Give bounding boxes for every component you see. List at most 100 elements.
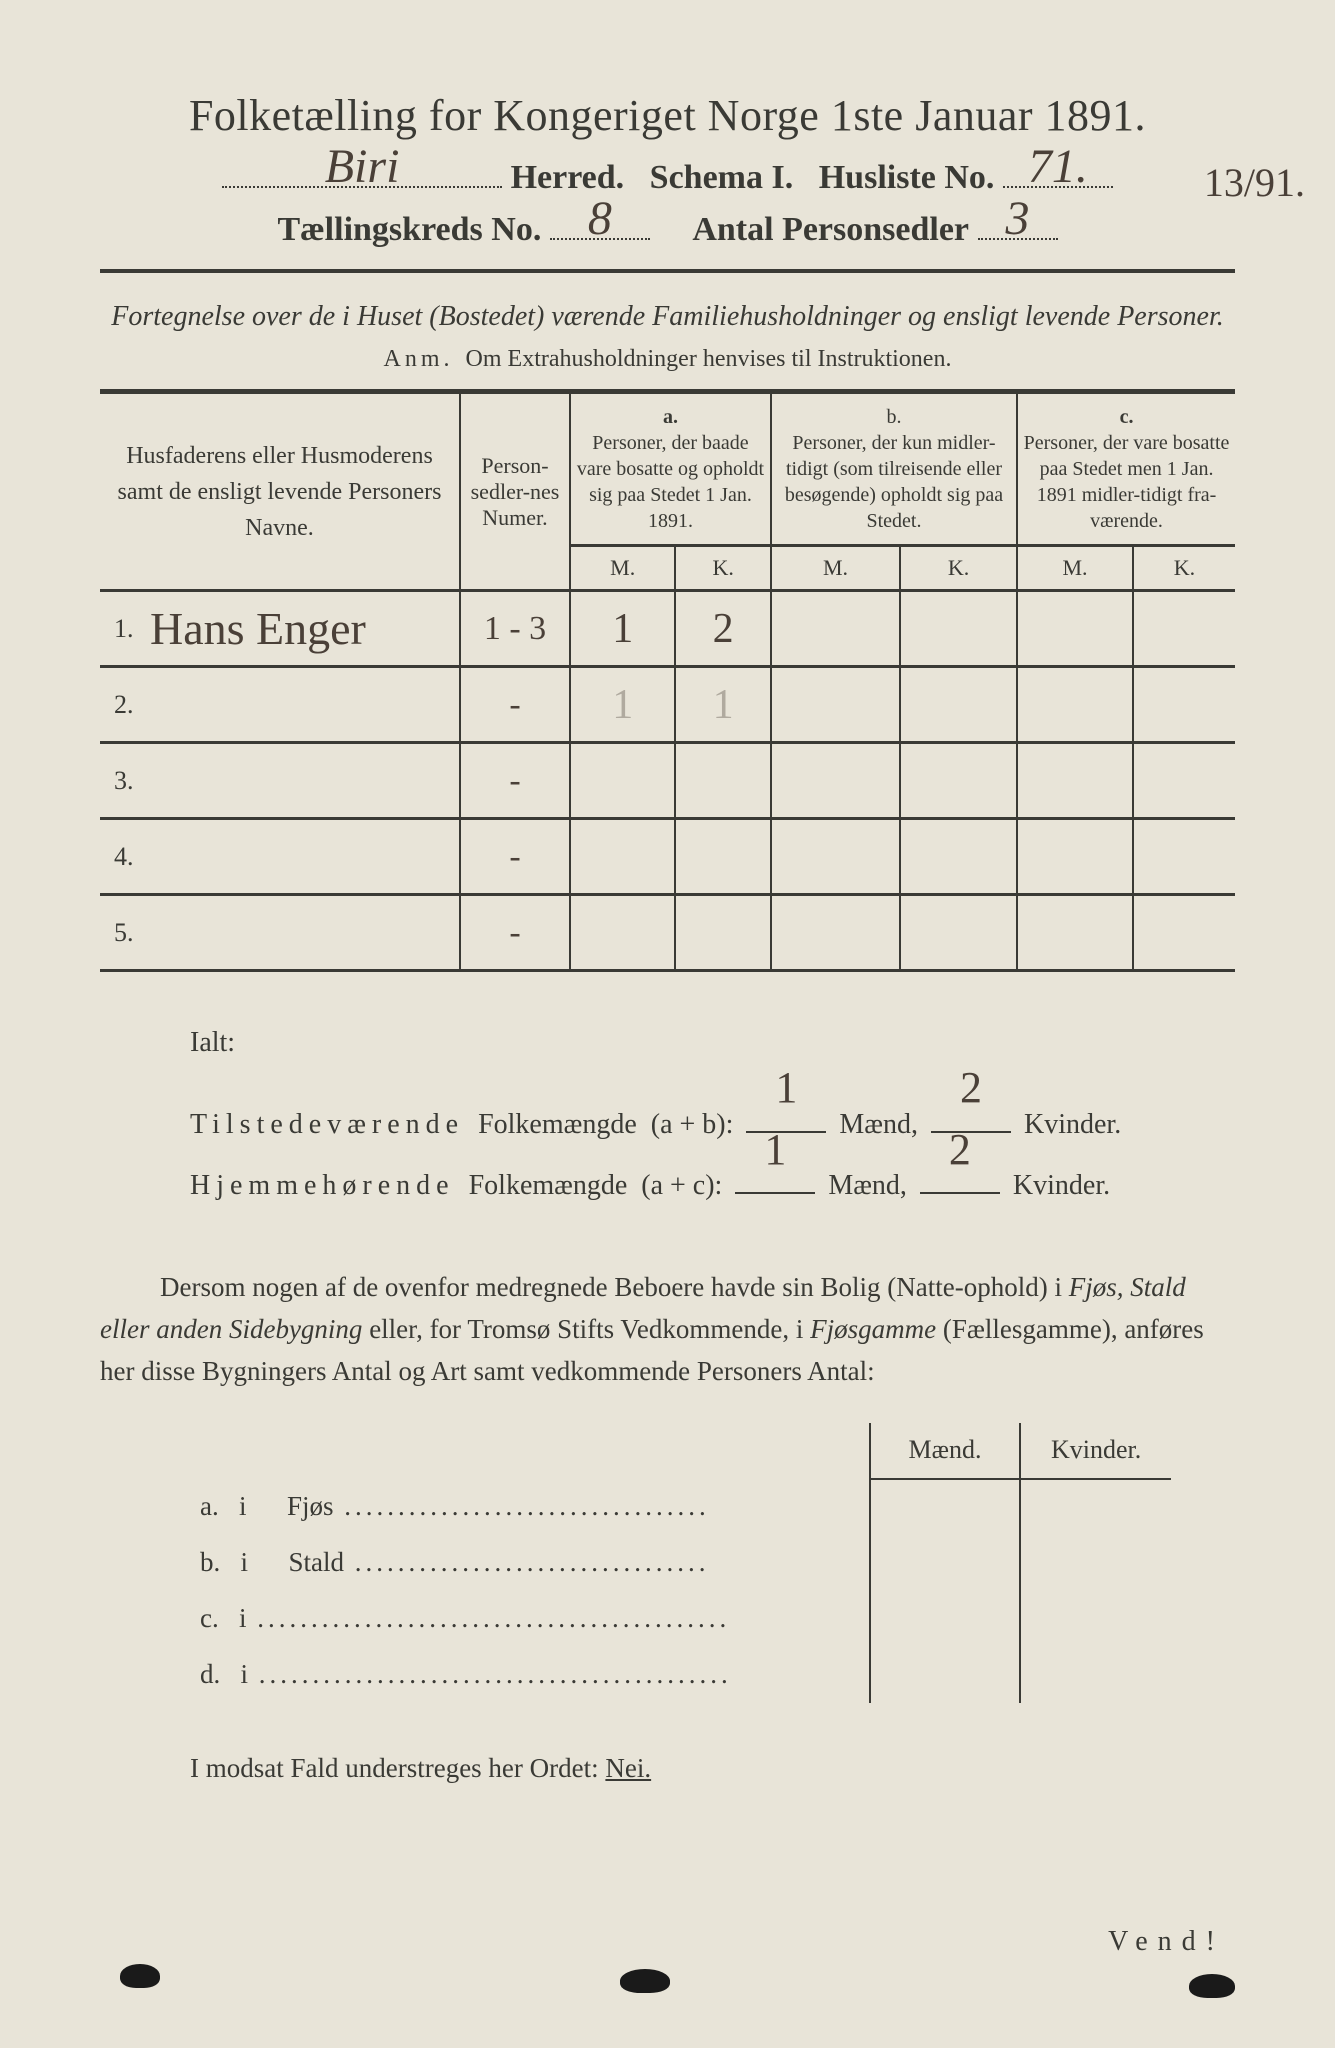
ialt-label: Ialt: bbox=[190, 1012, 1235, 1074]
row-name-cell: 1.Hans Enger bbox=[100, 591, 460, 667]
schema-label: Schema I. bbox=[650, 159, 794, 196]
ab-m-field: 1 bbox=[746, 1131, 826, 1133]
table-row: 2.-11 bbox=[100, 667, 1235, 743]
kreds-field: 8 bbox=[550, 238, 650, 240]
kvinder-label-2: Kvinder. bbox=[1013, 1170, 1110, 1201]
row-ak: 2 bbox=[675, 591, 771, 667]
buildings-row: b. i Stald .............................… bbox=[190, 1535, 1171, 1591]
building-label: b. i Stald .............................… bbox=[190, 1535, 870, 1591]
totals-section: Ialt: Tilstedeværende Folkemængde (a + b… bbox=[190, 1012, 1235, 1217]
table-row: 4.- bbox=[100, 819, 1235, 895]
row-ck bbox=[1133, 819, 1235, 895]
ink-blot bbox=[1189, 1974, 1235, 1998]
row-name-cell: 5. bbox=[100, 895, 460, 971]
ac-k-field: 2 bbox=[920, 1192, 1000, 1194]
building-kvinder bbox=[1020, 1535, 1171, 1591]
vend-label: Vend! bbox=[1108, 1926, 1225, 1958]
maend-label-1: Mænd, bbox=[839, 1109, 918, 1140]
row-name-cell: 2. bbox=[100, 667, 460, 743]
row-ck bbox=[1133, 667, 1235, 743]
row-bk bbox=[900, 895, 1017, 971]
row-bm bbox=[771, 667, 900, 743]
row-ak bbox=[675, 819, 771, 895]
antal-field: 3 bbox=[978, 238, 1058, 240]
hjemme-row: Hjemmehørende Folkemængde (a + c): 1 Mæn… bbox=[190, 1155, 1235, 1217]
row-cm bbox=[1017, 895, 1133, 971]
row-am: 1 bbox=[570, 591, 675, 667]
husliste-value: 71. bbox=[1028, 139, 1088, 194]
folke-label-1: Folkemængde bbox=[478, 1109, 637, 1140]
row-cm bbox=[1017, 819, 1133, 895]
main-title: Folketælling for Kongeriget Norge 1ste J… bbox=[100, 90, 1235, 141]
row-bk bbox=[900, 819, 1017, 895]
row-num-cell: 1 - 3 bbox=[460, 591, 570, 667]
row-cm bbox=[1017, 591, 1133, 667]
margin-annotation: 13/91. bbox=[1204, 159, 1305, 206]
building-kvinder bbox=[1020, 1647, 1171, 1703]
nei-word: Nei. bbox=[605, 1753, 651, 1783]
row-num-cell: - bbox=[460, 819, 570, 895]
col-c-m: M. bbox=[1017, 546, 1133, 591]
row-ak bbox=[675, 743, 771, 819]
husliste-label: Husliste No. bbox=[819, 159, 995, 196]
building-label: a. i Fjøs ..............................… bbox=[190, 1479, 870, 1535]
husliste-field: 71. bbox=[1003, 186, 1113, 188]
col-b-k: K. bbox=[900, 546, 1017, 591]
ink-blot bbox=[120, 1964, 160, 1988]
kvinder-label-1: Kvinder. bbox=[1024, 1109, 1121, 1140]
maend-label-2: Mænd, bbox=[828, 1170, 907, 1201]
col-b-m: M. bbox=[771, 546, 900, 591]
building-kvinder bbox=[1020, 1591, 1171, 1647]
folke-label-2: Folkemængde bbox=[469, 1170, 628, 1201]
row-name-cell: 3. bbox=[100, 743, 460, 819]
census-form-page: Folketælling for Kongeriget Norge 1ste J… bbox=[0, 0, 1335, 2048]
row-ck bbox=[1133, 743, 1235, 819]
row-bm bbox=[771, 895, 900, 971]
antal-value: 3 bbox=[1006, 191, 1030, 246]
buildings-row: a. i Fjøs ..............................… bbox=[190, 1479, 1171, 1535]
building-label: c. i ...................................… bbox=[190, 1591, 870, 1647]
row-cm bbox=[1017, 667, 1133, 743]
row-ak: 1 bbox=[675, 667, 771, 743]
formula-ab: (a + b): bbox=[651, 1109, 734, 1140]
herred-field: Biri bbox=[222, 186, 502, 188]
ink-blot bbox=[620, 1969, 670, 1993]
row-name-cell: 4. bbox=[100, 819, 460, 895]
row-am bbox=[570, 819, 675, 895]
buildings-table: Mænd. Kvinder. a. i Fjøs ...............… bbox=[190, 1423, 1235, 1703]
building-maend bbox=[870, 1535, 1020, 1591]
row-am bbox=[570, 895, 675, 971]
tilstede-label: Tilstedeværende bbox=[190, 1109, 464, 1140]
kreds-value: 8 bbox=[588, 191, 612, 246]
building-label: d. i ...................................… bbox=[190, 1647, 870, 1703]
row-bm bbox=[771, 819, 900, 895]
col-c-header: c. Personer, der vare bosatte paa Stedet… bbox=[1017, 393, 1235, 546]
row-num-cell: - bbox=[460, 895, 570, 971]
person-name: Hans Enger bbox=[150, 602, 366, 655]
header-line-3: Tællingskreds No. 8 Antal Personsedler 3 bbox=[100, 211, 1235, 249]
anm-text: Om Extrahusholdninger henvises til Instr… bbox=[466, 346, 952, 372]
col-b-header: b. Personer, der kun midler-tidigt (som … bbox=[771, 393, 1017, 546]
formula-ac: (a + c): bbox=[641, 1170, 722, 1201]
divider bbox=[100, 269, 1235, 273]
row-ck bbox=[1133, 895, 1235, 971]
row-am bbox=[570, 743, 675, 819]
row-ak bbox=[675, 895, 771, 971]
building-maend bbox=[870, 1647, 1020, 1703]
col-a-header: a. Personer, der baade vare bosatte og o… bbox=[570, 393, 771, 546]
building-maend bbox=[870, 1591, 1020, 1647]
row-am: 1 bbox=[570, 667, 675, 743]
ac-m-field: 1 bbox=[735, 1192, 815, 1194]
buildings-paragraph: Dersom nogen af de ovenfor medregnede Be… bbox=[100, 1267, 1235, 1393]
row-cm bbox=[1017, 743, 1133, 819]
herred-value: Biri bbox=[325, 139, 400, 194]
row-bm bbox=[771, 743, 900, 819]
row-num-cell: - bbox=[460, 667, 570, 743]
kreds-label: Tællingskreds No. bbox=[277, 211, 541, 248]
row-bk bbox=[900, 591, 1017, 667]
col-c-k: K. bbox=[1133, 546, 1235, 591]
col-num-header: Person-sedler-nes Numer. bbox=[460, 393, 570, 591]
tilstede-row: Tilstedeværende Folkemængde (a + b): 1 M… bbox=[190, 1094, 1235, 1156]
subtitle: Fortegnelse over de i Huset (Bostedet) v… bbox=[100, 297, 1235, 336]
row-bm bbox=[771, 591, 900, 667]
